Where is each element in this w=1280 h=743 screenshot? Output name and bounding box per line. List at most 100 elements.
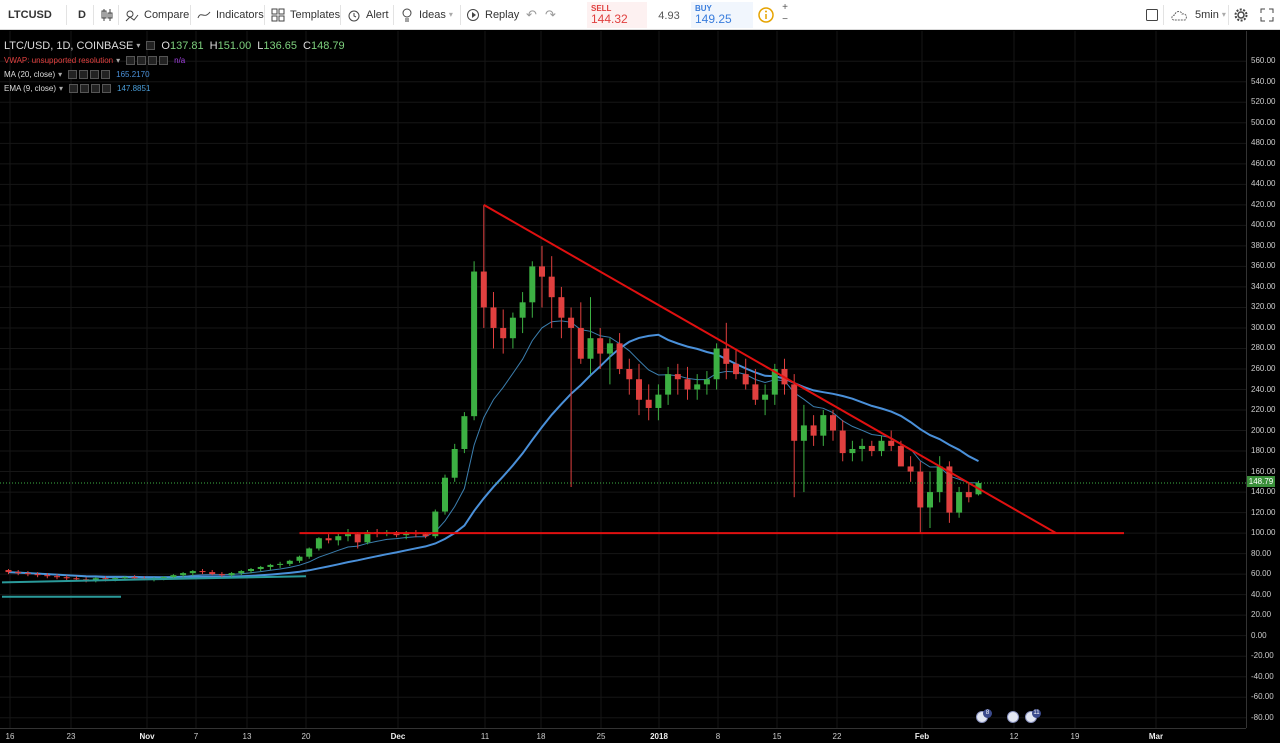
candle-body xyxy=(616,343,623,369)
indicator-more-button[interactable] xyxy=(102,83,112,93)
candle-body xyxy=(277,563,284,565)
chevron-down-icon[interactable]: ▾ xyxy=(136,41,141,50)
time-tick-label: 23 xyxy=(66,732,76,741)
expand-button[interactable] xyxy=(1260,0,1279,29)
time-tick-label: Dec xyxy=(390,732,406,741)
toolbar-divider xyxy=(264,5,265,25)
candle-body xyxy=(791,384,798,441)
event-count-badge: 8 xyxy=(983,709,992,718)
price-axis[interactable]: 560.00 540.00 520.00 500.00 480.00 460.00 440.… xyxy=(1246,31,1280,728)
candle-body xyxy=(810,425,817,436)
candle-body xyxy=(403,533,410,536)
toolbar-divider xyxy=(66,5,67,25)
candle-body xyxy=(335,536,342,541)
candle-body xyxy=(897,445,904,467)
sell-price: 144.32 xyxy=(591,12,628,26)
price-tick-label: 300.00 xyxy=(1251,322,1276,332)
price-chart[interactable] xyxy=(0,31,1246,728)
price-tick-label: 560.00 xyxy=(1251,56,1276,66)
settings-button[interactable] xyxy=(1234,0,1253,29)
toolbar-divider xyxy=(393,5,394,25)
candle-body xyxy=(218,574,225,576)
chart-pane[interactable] xyxy=(0,31,1280,743)
toolbar-divider xyxy=(340,5,341,25)
indicator-remove-button[interactable] xyxy=(148,55,158,65)
indicators-button[interactable]: Indicators xyxy=(197,0,264,29)
time-axis[interactable]: 16 23 Nov 7 13 20 Dec 11 18 25 2018 8 15 22 Feb 12 19 Mar xyxy=(0,728,1246,743)
price-tick-label: 260.00 xyxy=(1251,363,1276,373)
candle-body xyxy=(694,384,701,390)
timeframe-label: 5min xyxy=(1195,8,1219,21)
vwap-label[interactable]: VWAP: unsupported resolution xyxy=(4,55,114,65)
indicator-settings-button[interactable] xyxy=(79,69,89,79)
chart-style-button[interactable] xyxy=(100,0,119,29)
info-icon[interactable] xyxy=(758,7,774,23)
buy-button[interactable]: BUY 149.25 xyxy=(691,2,753,28)
interval-button[interactable]: D xyxy=(78,8,86,21)
price-tick-label: 400.00 xyxy=(1251,220,1276,230)
price-tick-label: 200.00 xyxy=(1251,425,1276,435)
open-value: 137.81 xyxy=(169,39,204,52)
trendline-drawing xyxy=(483,203,1057,534)
indicator-visibility-button[interactable] xyxy=(69,83,79,93)
increase-button[interactable]: + xyxy=(782,2,788,13)
fullscreen-toggle[interactable] xyxy=(1145,0,1164,29)
candle-body xyxy=(325,538,332,541)
indicator-remove-button[interactable] xyxy=(90,69,100,79)
indicator-more-button[interactable] xyxy=(159,55,169,65)
candle-body xyxy=(859,445,866,449)
indicator-visibility-button[interactable] xyxy=(68,69,78,79)
candle-body xyxy=(849,448,856,454)
time-tick-label: 16 xyxy=(5,732,15,741)
price-tick-label: 60.00 xyxy=(1251,569,1272,579)
candle-body xyxy=(820,415,827,436)
series-title[interactable]: LTC/USD, 1D, COINBASE xyxy=(4,39,134,52)
series-menu-button[interactable] xyxy=(146,41,156,50)
time-tick-label: 25 xyxy=(596,732,606,741)
candle-body xyxy=(946,466,953,513)
cloud-icon xyxy=(1170,8,1190,22)
compare-button[interactable]: Compare xyxy=(125,0,189,29)
ema-line xyxy=(8,320,979,579)
ideas-label: Ideas xyxy=(419,8,446,21)
ema-label[interactable]: EMA (9, close) xyxy=(4,83,57,93)
decrease-button[interactable]: − xyxy=(782,14,788,25)
chevron-down-icon[interactable]: ▾ xyxy=(116,55,121,65)
price-tick-label: 420.00 xyxy=(1251,199,1276,209)
chevron-down-icon[interactable]: ▾ xyxy=(58,69,63,79)
indicator-settings-button[interactable] xyxy=(137,55,147,65)
timeframe-button[interactable]: 5min ▾ xyxy=(1170,0,1230,29)
lightbulb-icon xyxy=(400,8,414,22)
alert-button[interactable]: Alert xyxy=(347,0,389,29)
indicator-visibility-button[interactable] xyxy=(126,55,136,65)
symbol-search-button[interactable]: LTCUSD xyxy=(8,8,52,21)
templates-button[interactable]: Templates xyxy=(271,0,340,29)
time-tick-label: Mar xyxy=(1148,732,1164,741)
ideas-button[interactable]: Ideas ▾ xyxy=(400,0,457,29)
redo-icon[interactable]: ↷ xyxy=(545,6,556,22)
candle-body xyxy=(257,566,264,570)
candle-body xyxy=(742,374,749,385)
undo-icon[interactable]: ↶ xyxy=(526,6,537,22)
candle-body xyxy=(733,363,739,375)
price-tick-label: 520.00 xyxy=(1251,97,1276,107)
chart-legend: LTC/USD, 1D, COINBASE ▾ O 137.81 H 151.00 … xyxy=(4,38,345,95)
candle-body xyxy=(54,576,60,578)
indicator-settings-button[interactable] xyxy=(80,83,90,93)
candle-body xyxy=(762,394,769,400)
sell-button[interactable]: SELL 144.32 xyxy=(587,2,647,28)
calendar-event-icon[interactable] xyxy=(1007,711,1019,723)
open-label: O xyxy=(161,39,170,52)
vwap-value: n/a xyxy=(174,55,186,65)
indicator-more-button[interactable] xyxy=(101,69,111,79)
indicator-remove-button[interactable] xyxy=(91,83,101,93)
replay-button[interactable]: Replay xyxy=(466,0,519,29)
ma-label[interactable]: MA (20, close) xyxy=(4,69,56,79)
price-tick-label: 320.00 xyxy=(1251,302,1276,312)
candles-icon xyxy=(100,8,114,22)
candle-body xyxy=(306,548,313,557)
candle-body xyxy=(878,440,885,452)
candle-body xyxy=(907,466,914,472)
quantity-stepper[interactable]: + − xyxy=(779,2,791,26)
chevron-down-icon[interactable]: ▾ xyxy=(59,83,64,93)
